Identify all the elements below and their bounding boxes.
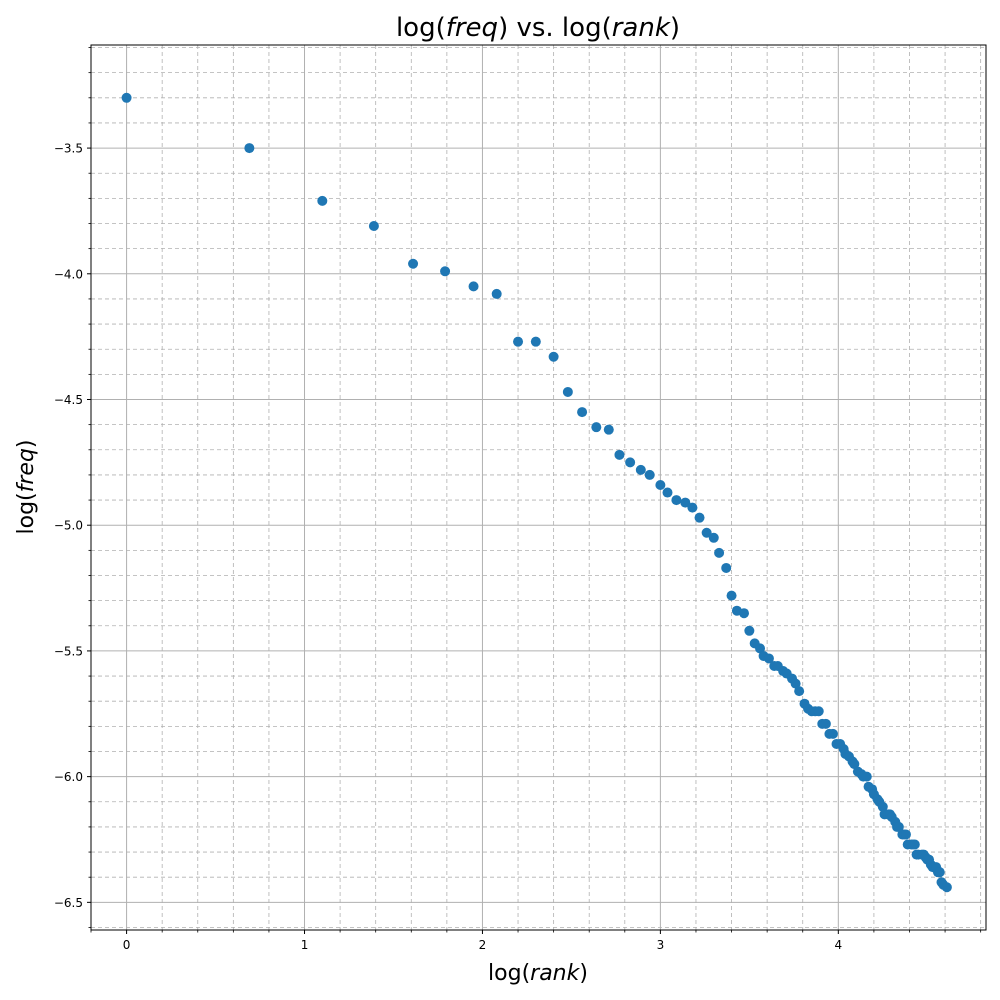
data-point <box>708 532 719 543</box>
data-point <box>687 502 698 513</box>
plot-frame <box>90 44 987 931</box>
y-tick-label: −5.5 <box>54 644 83 658</box>
data-point <box>408 258 419 269</box>
x-tick-label: 3 <box>657 938 665 952</box>
data-point <box>909 839 920 850</box>
data-point <box>934 867 945 878</box>
y-tick-label: −4.5 <box>54 393 83 407</box>
data-point <box>861 771 872 782</box>
data-point <box>714 547 725 558</box>
chart-title: log(freq) vs. log(rank) <box>396 13 680 43</box>
x-tick-label: 0 <box>123 938 131 952</box>
y-tick-label: −5.0 <box>54 519 83 533</box>
data-point <box>726 590 737 601</box>
data-point <box>548 351 559 362</box>
data-point <box>794 686 805 697</box>
x-tick-label: 1 <box>301 938 309 952</box>
data-point <box>701 527 712 538</box>
data-point <box>813 706 824 717</box>
data-point <box>941 882 952 893</box>
data-point <box>121 92 132 103</box>
data-point <box>877 801 888 812</box>
data-point <box>635 464 646 475</box>
x-axis-label: log(rank) <box>488 961 588 986</box>
y-axis-label: log(freq) <box>14 439 39 534</box>
data-point <box>317 195 328 206</box>
y-tick-label: −6.5 <box>54 896 83 910</box>
data-point <box>755 643 766 654</box>
data-point <box>893 821 904 832</box>
data-point <box>744 625 755 636</box>
data-point <box>603 424 614 435</box>
plot-area <box>91 45 986 930</box>
data-point <box>849 759 860 770</box>
data-point <box>790 678 801 689</box>
data-point <box>721 562 732 573</box>
data-point <box>763 653 774 664</box>
y-tick-label: −6.0 <box>54 770 83 784</box>
data-point <box>591 422 602 433</box>
y-tick-label: −3.5 <box>54 142 83 156</box>
data-point <box>739 608 750 619</box>
data-point <box>577 407 588 418</box>
axis-ticks: 0 1 2 3 4 −3.5 −4.0 −4.5 −5.0 −5.5 −6.0 −6.5 <box>54 47 982 952</box>
data-point <box>644 469 655 480</box>
data-point <box>513 336 524 347</box>
data-point <box>662 487 673 498</box>
data-point <box>671 495 682 506</box>
x-tick-label: 4 <box>834 938 842 952</box>
x-tick-label: 2 <box>479 938 487 952</box>
data-point <box>468 281 479 292</box>
data-point <box>244 143 255 154</box>
data-point <box>694 512 705 523</box>
data-point <box>625 457 636 468</box>
data-point <box>900 829 911 840</box>
data-point <box>562 386 573 397</box>
data-point <box>820 718 831 729</box>
y-tick-label: −4.0 <box>54 267 83 281</box>
data-point <box>491 288 502 299</box>
data-point <box>680 497 691 508</box>
data-point <box>440 266 451 277</box>
data-point <box>655 479 666 490</box>
data-point <box>827 728 838 739</box>
data-point <box>368 221 379 232</box>
data-points <box>121 92 952 893</box>
data-point <box>614 449 625 460</box>
data-point <box>530 336 541 347</box>
